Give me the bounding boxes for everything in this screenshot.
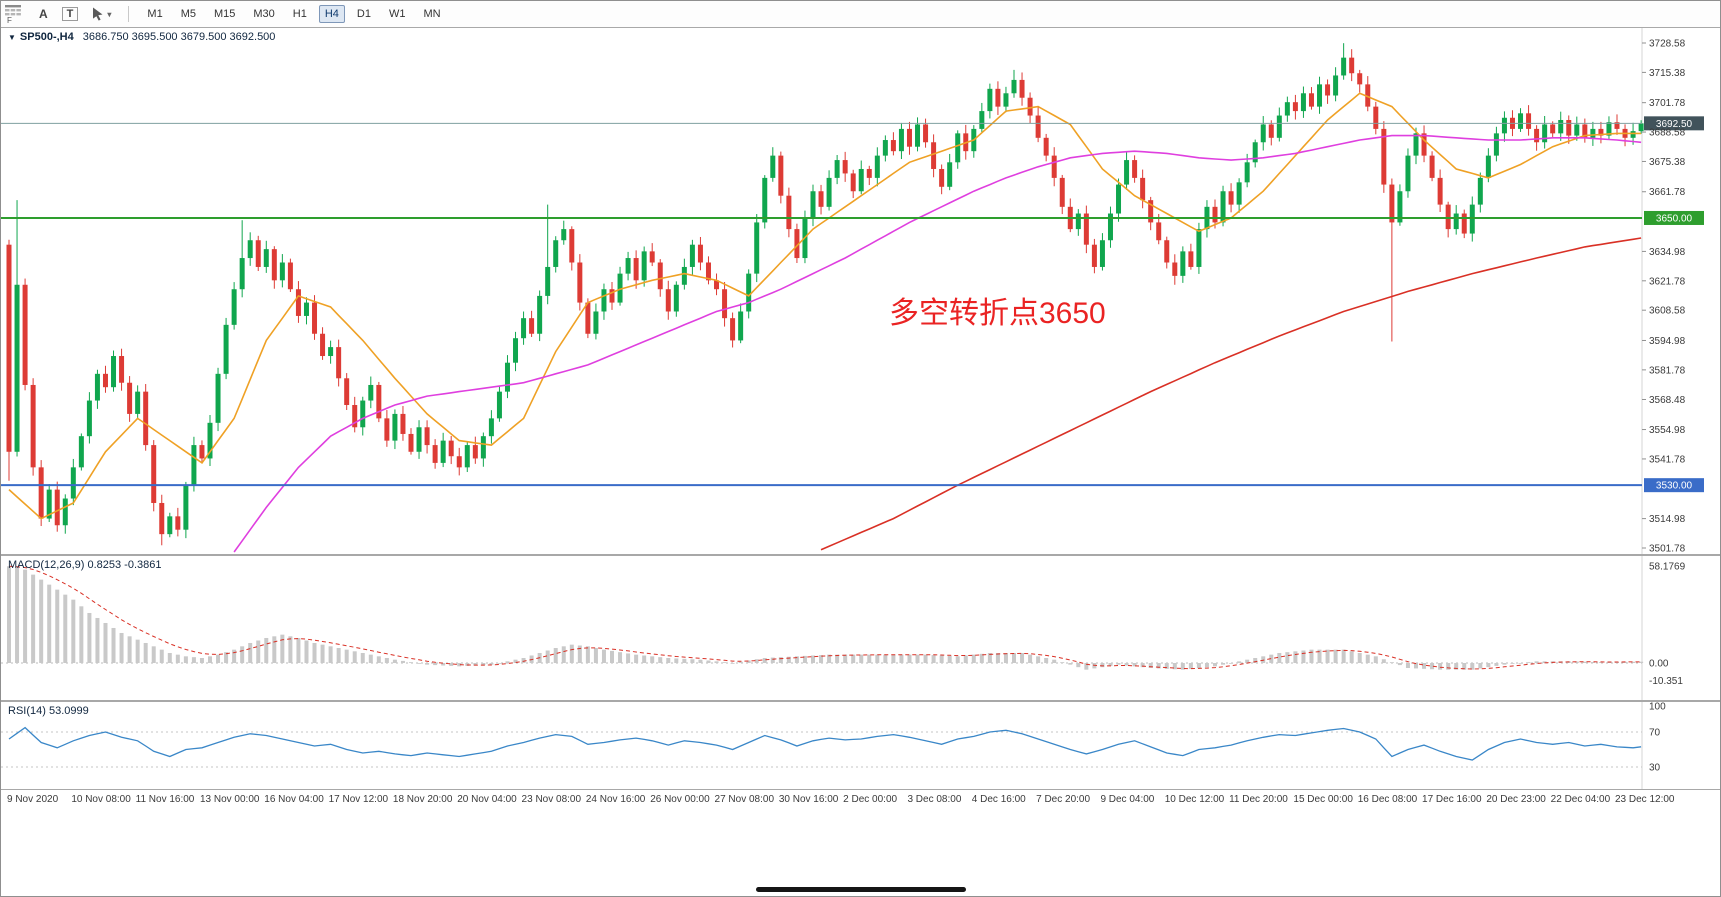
date-label: 13 Nov 00:00 — [199, 794, 260, 805]
svg-text:3541.78: 3541.78 — [1649, 454, 1686, 465]
date-label: 17 Nov 12:00 — [328, 794, 389, 805]
timeframe-m30[interactable]: M30 — [247, 5, 280, 23]
date-label: 23 Nov 08:00 — [521, 794, 582, 805]
symbol-dropdown-icon: ▼ — [8, 32, 16, 42]
date-label: 11 Dec 20:00 — [1229, 794, 1288, 805]
timeframe-m5[interactable]: M5 — [175, 5, 202, 23]
svg-text:58.1769: 58.1769 — [1649, 562, 1686, 573]
date-label: 30 Nov 16:00 — [778, 794, 839, 805]
ma-slow — [820, 237, 1642, 551]
svg-text:3554.98: 3554.98 — [1649, 425, 1686, 436]
toolbar-divider — [128, 6, 130, 22]
date-label: 4 Dec 16:00 — [971, 794, 1026, 805]
svg-text:-10.351: -10.351 — [1649, 676, 1683, 687]
svg-text:3650.00: 3650.00 — [1656, 213, 1693, 224]
rsi-title: RSI(14) 53.0999 — [8, 705, 89, 717]
timeframe-group: M1 M5 M15 M30 H1 H4 D1 W1 MN — [138, 5, 449, 23]
toolbar: F A T ▾ M1 M5 M15 M30 H1 H4 D1 W1 MN — [1, 1, 1720, 28]
svg-text:3608.58: 3608.58 — [1649, 306, 1686, 317]
svg-text:3675.38: 3675.38 — [1649, 157, 1686, 168]
svg-text:3715.38: 3715.38 — [1649, 68, 1686, 79]
svg-text:3701.78: 3701.78 — [1649, 98, 1686, 109]
f-label: F — [7, 15, 12, 25]
svg-text:3621.78: 3621.78 — [1649, 276, 1686, 287]
main-chart-panel[interactable]: 3692.50 3650.00 3530.00 3728.58 3715.38 3701.… — [1, 28, 1720, 554]
timeframe-w1[interactable]: W1 — [383, 5, 412, 23]
svg-text:3661.78: 3661.78 — [1649, 187, 1686, 198]
timeframe-h4[interactable]: H4 — [318, 5, 345, 23]
date-label: 10 Nov 08:00 — [71, 794, 131, 805]
date-label: 20 Dec 23:00 — [1486, 794, 1546, 805]
svg-text:3692.50: 3692.50 — [1656, 119, 1693, 130]
rsi-panel[interactable]: 100 70 30 RSI(14) 53.0999 — [1, 702, 1720, 789]
svg-text:70: 70 — [1649, 728, 1661, 739]
date-label: 17 Dec 16:00 — [1422, 794, 1482, 805]
timeframe-m15[interactable]: M15 — [208, 5, 241, 23]
svg-text:3530.00: 3530.00 — [1656, 481, 1693, 492]
date-label: 18 Nov 20:00 — [392, 794, 453, 805]
svg-text:3688.58: 3688.58 — [1649, 128, 1686, 139]
date-label: 9 Dec 04:00 — [1100, 794, 1155, 805]
svg-text:3634.98: 3634.98 — [1649, 247, 1686, 258]
macd-panel[interactable]: 58.1769 0.00 -10.351 MACD(12,26,9) 0.8253 … — [1, 556, 1720, 700]
svg-text:3594.98: 3594.98 — [1649, 336, 1686, 347]
symbol-label: SP500-,H4 — [19, 31, 74, 43]
date-label: 27 Nov 08:00 — [714, 794, 775, 805]
timeframe-h1[interactable]: H1 — [287, 5, 313, 23]
ma-mid — [233, 134, 1642, 553]
rsi-canvas[interactable]: 100 70 30 — [1, 702, 1721, 789]
macd-canvas[interactable]: 58.1769 0.00 -10.351 — [1, 556, 1721, 700]
date-label: 16 Dec 08:00 — [1357, 794, 1418, 805]
date-label: 2 Dec 00:00 — [843, 794, 898, 805]
date-label: 23 Dec 12:00 — [1615, 794, 1675, 805]
bottom-area — [1, 809, 1720, 896]
gesture-bar[interactable] — [756, 887, 966, 892]
date-label: 7 Dec 20:00 — [1036, 794, 1091, 805]
ohlc-values: 3686.750 3695.500 3679.500 3692.500 — [82, 31, 276, 43]
svg-text:0.00: 0.00 — [1649, 659, 1669, 670]
cursor-tool-button[interactable]: ▾ — [84, 5, 119, 23]
date-label: 26 Nov 00:00 — [650, 794, 710, 805]
date-label: 15 Dec 00:00 — [1293, 794, 1353, 805]
timeframe-d1[interactable]: D1 — [351, 5, 377, 23]
date-label: 10 Dec 12:00 — [1164, 794, 1225, 805]
date-label: 11 Nov 16:00 — [135, 794, 195, 805]
svg-text:3581.78: 3581.78 — [1649, 365, 1686, 376]
timeframe-m1[interactable]: M1 — [141, 5, 168, 23]
date-label: 24 Nov 16:00 — [585, 794, 646, 805]
chart-windows-button[interactable]: F — [5, 4, 31, 25]
date-label: 22 Dec 04:00 — [1550, 794, 1611, 805]
svg-text:3501.78: 3501.78 — [1649, 544, 1686, 555]
text-tool-button[interactable]: T — [61, 7, 79, 21]
svg-text:多空转折点3650: 多空转折点3650 — [889, 297, 1106, 330]
svg-text:100: 100 — [1649, 702, 1666, 712]
date-label: 3 Dec 08:00 — [907, 794, 962, 805]
panel-divider[interactable] — [1, 700, 1720, 702]
macd-title: MACD(12,26,9) 0.8253 -0.3861 — [8, 559, 162, 571]
date-label: 16 Nov 04:00 — [264, 794, 324, 805]
svg-text:3568.48: 3568.48 — [1649, 395, 1686, 406]
chart-header[interactable]: ▼ SP500-,H4 3686.750 3695.500 3679.500 3… — [8, 31, 275, 43]
svg-text:3728.58: 3728.58 — [1649, 39, 1686, 50]
timeframe-mn[interactable]: MN — [417, 5, 446, 23]
cursor-icon — [93, 7, 103, 21]
svg-text:3514.98: 3514.98 — [1649, 514, 1686, 525]
date-axis[interactable]: 9 Nov 2020 10 Nov 08:00 11 Nov 16:00 13 Nov… — [1, 789, 1720, 809]
chevron-down-icon: ▾ — [107, 9, 112, 19]
panel-divider[interactable] — [1, 554, 1720, 556]
date-label: 20 Nov 04:00 — [457, 794, 517, 805]
grid-icon — [5, 4, 21, 15]
ma-fast — [8, 92, 1642, 520]
date-label: 9 Nov 2020 — [7, 794, 59, 805]
letter-a-button[interactable]: A — [31, 5, 56, 23]
svg-text:30: 30 — [1649, 763, 1661, 774]
main-chart-canvas[interactable]: 3692.50 3650.00 3530.00 3728.58 3715.38 3701.… — [1, 28, 1721, 554]
